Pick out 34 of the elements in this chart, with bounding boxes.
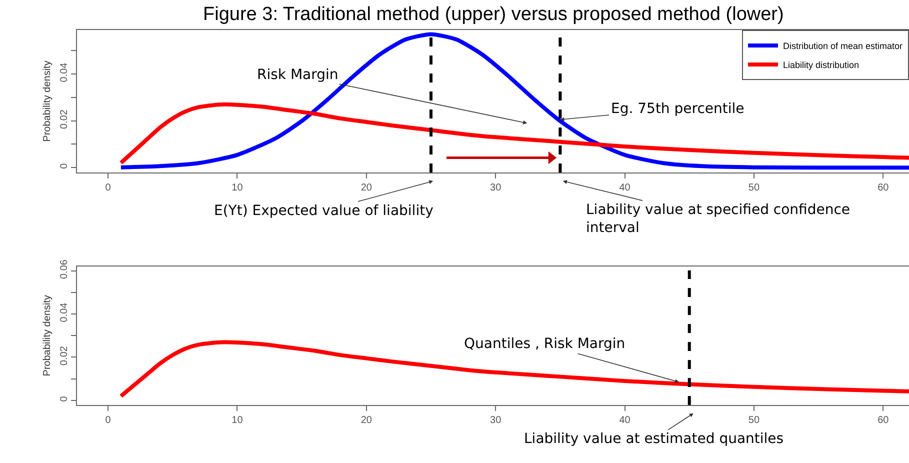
x-tick-label: 10	[232, 415, 244, 426]
annotation: Quantiles , Risk Margin	[464, 336, 626, 352]
legend-label: Liability distribution	[783, 60, 860, 70]
y-tick-label: 0	[59, 162, 70, 169]
x-tick-label: 30	[490, 182, 502, 194]
x-tick-label: 50	[748, 182, 760, 194]
x-tick-label: 50	[748, 415, 760, 426]
x-tick-label: 40	[619, 415, 631, 426]
y-tick-label: 0.02	[59, 346, 70, 366]
x-tick-label: 20	[360, 182, 372, 194]
y-tick-label: 0.02	[59, 109, 70, 130]
annotation: Risk Margin	[257, 67, 338, 83]
y-tick-label: 0.06	[59, 259, 70, 280]
y-tick-label: 0	[59, 396, 70, 402]
x-tick-label: 10	[232, 182, 244, 194]
y-tick-label: 0.04	[59, 302, 70, 322]
annotation: Eg. 75th percentile	[611, 101, 744, 117]
y-axis-title: Probability density	[42, 295, 53, 376]
x-tick-label: 40	[619, 182, 631, 194]
x-tick-label: 60	[878, 182, 890, 194]
y-axis-title: Probability density	[42, 60, 53, 142]
text: Liability value at specified confidence interval	[586, 202, 850, 236]
line-series	[118, 102, 909, 165]
line-series	[118, 32, 909, 170]
x-tick-label: 60	[878, 415, 890, 426]
text: E(Yt) Expected value of liability	[214, 203, 434, 219]
x-tick-label: 30	[490, 415, 502, 426]
chart-title: Figure 3: Traditional method (upper) versus proposed method (lower)	[203, 4, 784, 25]
x-tick-label: 0	[105, 182, 112, 194]
legend-label: Distribution of mean estimator	[783, 41, 903, 52]
x-tick-label: 20	[360, 415, 372, 426]
text: Liability value at estimated quantiles	[524, 431, 784, 447]
y-tick-label: 0.04	[59, 62, 70, 82]
x-tick-label: 0	[105, 415, 112, 426]
